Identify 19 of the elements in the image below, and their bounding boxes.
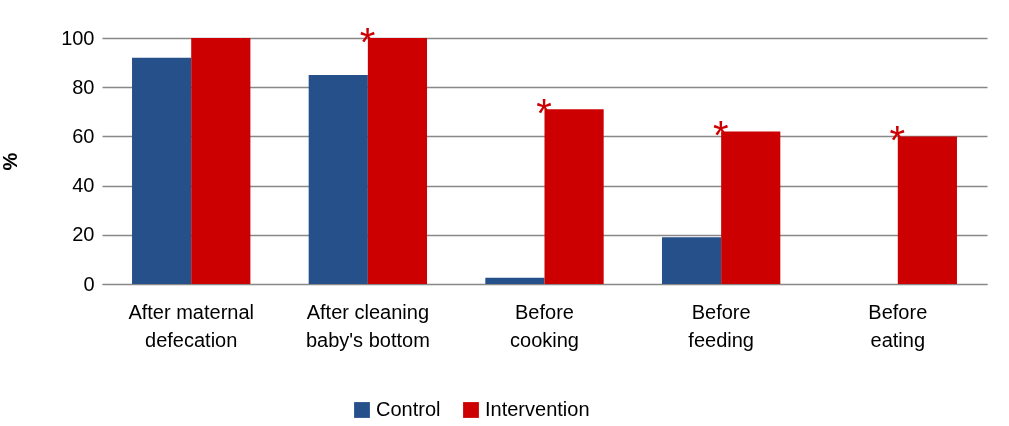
legend-label: Control: [376, 398, 441, 420]
x-tick-label: Before eating: [868, 300, 928, 351]
legend-label: Intervention: [485, 398, 590, 420]
y-axis-title: %: [0, 152, 22, 171]
bar: [132, 57, 192, 284]
bar: [661, 237, 722, 284]
x-tick-label: After cleaning baby's bottom: [305, 300, 430, 351]
x-tick-label: Before cooking: [510, 300, 579, 351]
y-tick-label: 80: [72, 75, 95, 98]
bar: [308, 74, 368, 284]
y-tick-label: 0: [83, 272, 95, 295]
x-tick-label: Before feeding: [688, 300, 754, 351]
y-tick-label: 60: [72, 124, 95, 147]
bar: [191, 38, 251, 284]
y-tick-label: 40: [72, 174, 95, 197]
bar: [485, 277, 545, 284]
y-tick-label: 100: [61, 26, 95, 49]
y-tick-label: 20: [72, 223, 95, 246]
x-tick-label: After maternal defecation: [128, 300, 255, 351]
